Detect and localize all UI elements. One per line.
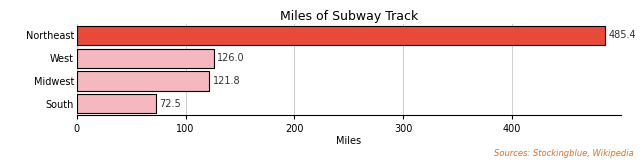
Text: Sources: Stockingblue, Wikipedia: Sources: Stockingblue, Wikipedia [494,149,634,158]
Text: 72.5: 72.5 [159,99,180,109]
Bar [77,48,214,68]
Text: 485.4: 485.4 [608,30,636,40]
Title: Miles of Subway Track: Miles of Subway Track [280,10,418,23]
Bar [77,94,156,113]
Text: 126.0: 126.0 [217,53,244,63]
Text: 121.8: 121.8 [212,76,240,86]
X-axis label: Miles: Miles [336,136,362,146]
Bar [77,71,209,91]
Bar [77,26,605,45]
